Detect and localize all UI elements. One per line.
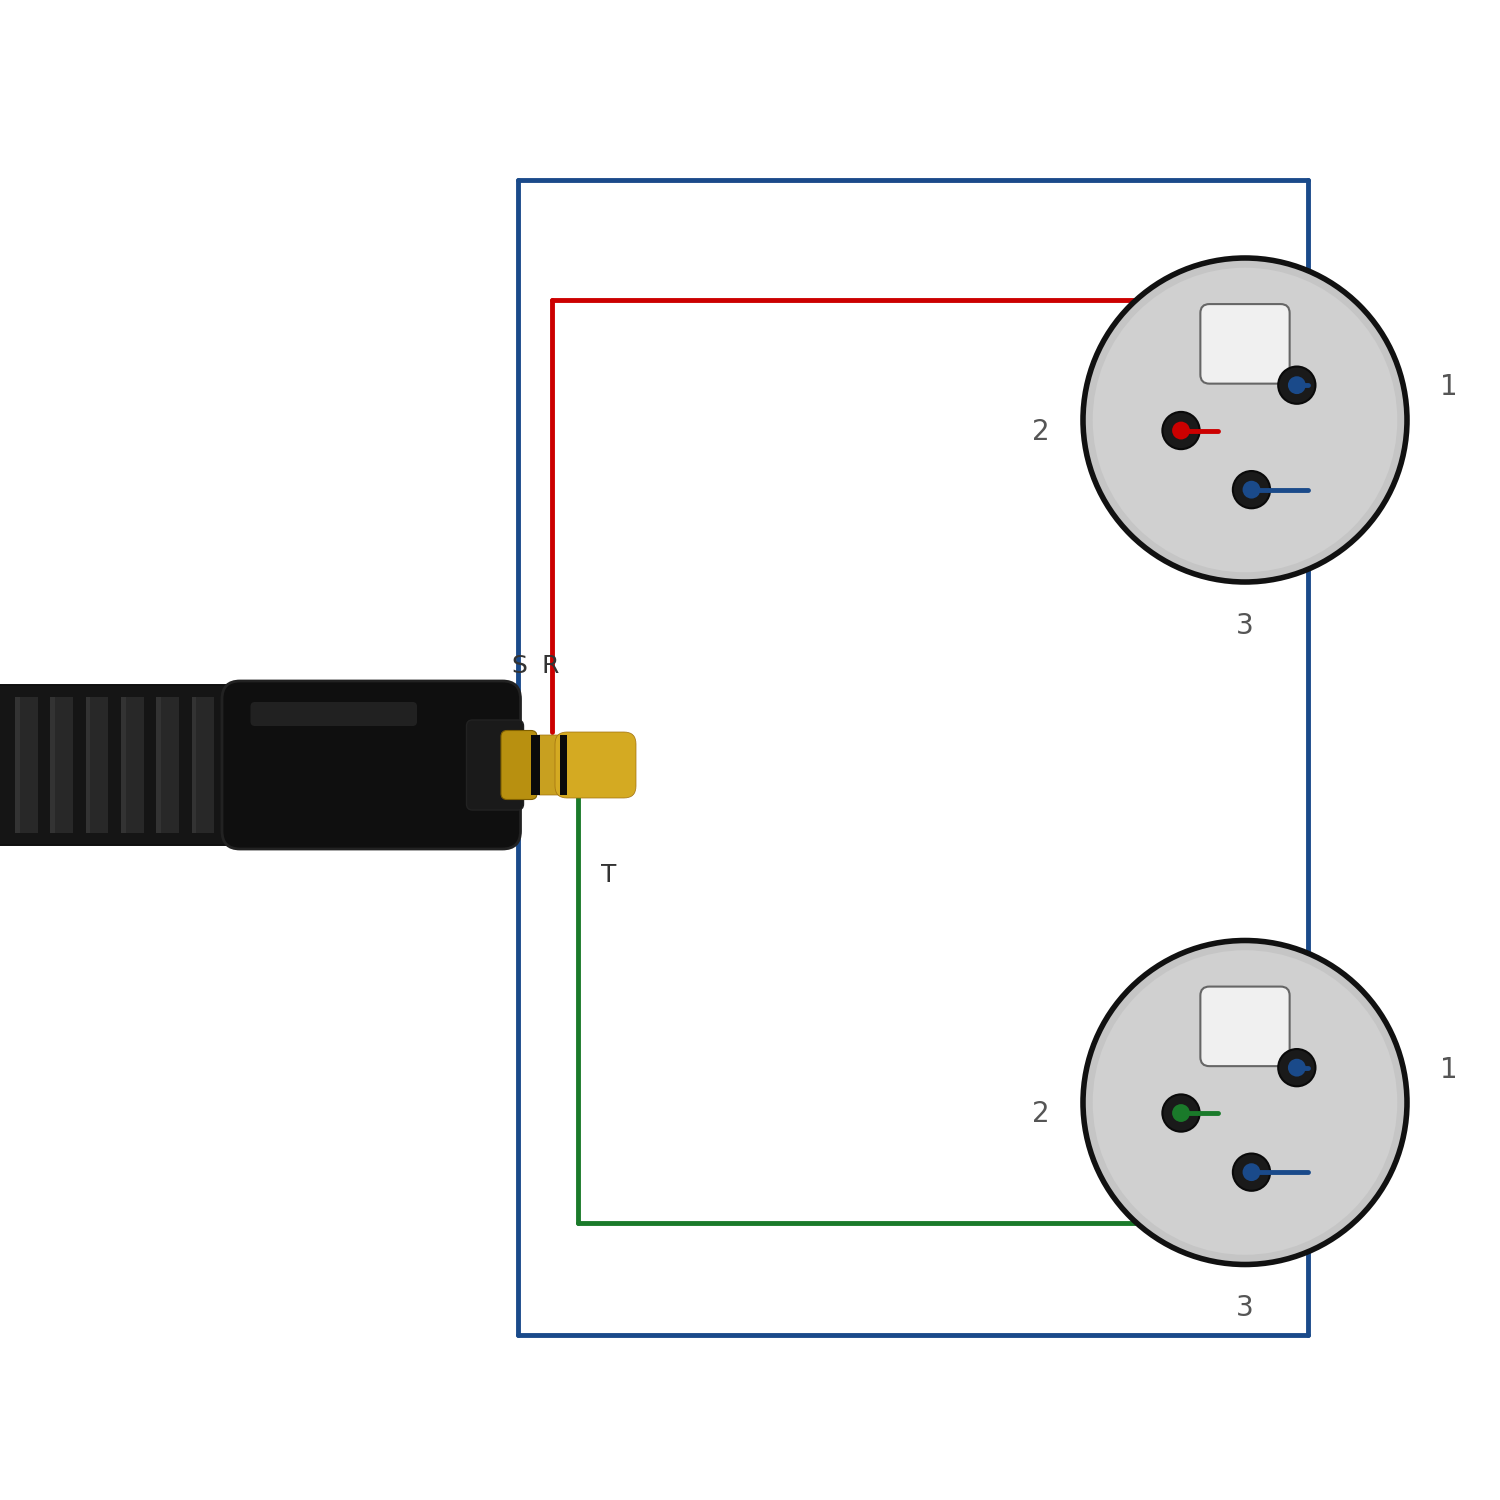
- Bar: [156, 696, 160, 834]
- Text: 1: 1: [1440, 1056, 1458, 1083]
- Text: 2: 2: [1032, 1101, 1050, 1128]
- Circle shape: [1092, 267, 1398, 573]
- Text: T: T: [602, 862, 616, 886]
- Circle shape: [1233, 471, 1270, 509]
- FancyBboxPatch shape: [251, 702, 417, 726]
- Text: 3: 3: [1236, 1294, 1254, 1323]
- Bar: [531, 735, 540, 795]
- Circle shape: [1288, 1059, 1305, 1077]
- Bar: [226, 696, 231, 834]
- Bar: [560, 735, 567, 795]
- Text: 3: 3: [1236, 612, 1254, 640]
- Bar: [86, 696, 90, 834]
- Circle shape: [1162, 413, 1200, 448]
- Circle shape: [1233, 1154, 1270, 1191]
- Circle shape: [1092, 950, 1398, 1256]
- Circle shape: [1162, 1095, 1200, 1131]
- Text: R: R: [542, 654, 558, 678]
- Bar: [86, 696, 108, 834]
- Bar: [15, 696, 20, 834]
- Circle shape: [1242, 482, 1260, 498]
- FancyBboxPatch shape: [466, 720, 524, 810]
- FancyBboxPatch shape: [222, 681, 520, 849]
- FancyBboxPatch shape: [1200, 304, 1290, 384]
- FancyBboxPatch shape: [536, 735, 564, 795]
- Bar: [192, 696, 196, 834]
- Bar: [122, 696, 144, 834]
- Circle shape: [1172, 1104, 1190, 1122]
- Circle shape: [1242, 1164, 1260, 1180]
- Bar: [15, 696, 38, 834]
- Bar: [226, 696, 249, 834]
- Circle shape: [1083, 258, 1407, 582]
- Circle shape: [1278, 1048, 1316, 1086]
- Bar: [192, 696, 214, 834]
- Circle shape: [1278, 366, 1316, 404]
- Text: 1: 1: [1440, 374, 1458, 400]
- FancyBboxPatch shape: [0, 684, 302, 846]
- Bar: [262, 696, 285, 834]
- Circle shape: [1172, 422, 1190, 440]
- FancyBboxPatch shape: [1200, 987, 1290, 1066]
- Circle shape: [1288, 376, 1305, 394]
- Text: S: S: [512, 654, 526, 678]
- Bar: [262, 696, 267, 834]
- FancyBboxPatch shape: [501, 730, 537, 800]
- Circle shape: [1083, 940, 1407, 1264]
- Text: 2: 2: [1032, 419, 1050, 446]
- Bar: [51, 696, 56, 834]
- FancyBboxPatch shape: [555, 732, 636, 798]
- Bar: [122, 696, 126, 834]
- Bar: [156, 696, 178, 834]
- Bar: [51, 696, 74, 834]
